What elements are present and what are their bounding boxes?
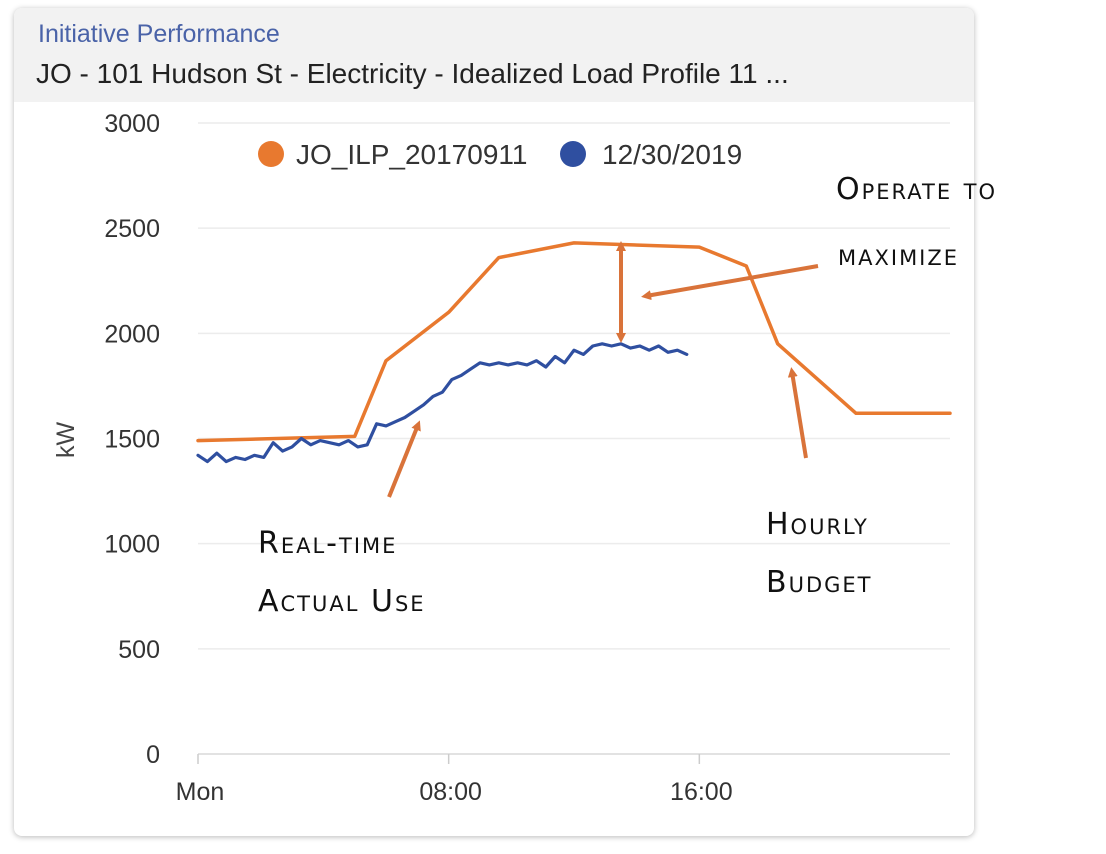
annotation-actual-line1: Real-time: [258, 526, 397, 561]
series-actual-use-line[interactable]: [196, 342, 689, 464]
y-axis-ticks: 0 500 1000 1500 2000 2500 3000: [104, 110, 160, 769]
annotation-arrows: [387, 241, 819, 498]
budget-arrow: [787, 367, 808, 459]
x-axis-ticks: Mon 08:00 16:00: [176, 754, 733, 806]
actual-use-arrow: [387, 420, 421, 498]
annotation-maximize-line1: Operate to: [836, 172, 997, 207]
annotation-maximize-line2: maximize: [838, 238, 959, 273]
legend-label-budget[interactable]: JO_ILP_20170911: [296, 139, 527, 170]
x-tick-label-16:00: 16:00: [670, 778, 733, 806]
y-tick-label-2500: 2500: [104, 215, 160, 243]
series-budget-line[interactable]: [196, 241, 952, 443]
x-tick-label-08:00: 08:00: [419, 778, 482, 806]
y-tick-label-1000: 1000: [104, 531, 160, 559]
y-tick-label-500: 500: [118, 636, 160, 664]
card-title: JO - 101 Hudson St - Electricity - Ideal…: [36, 58, 789, 89]
x-tick-label-Mon: Mon: [176, 778, 225, 806]
grid: [198, 122, 950, 755]
card-header: Initiative Performance JO - 101 Hudson S…: [14, 8, 974, 102]
card-category[interactable]: Initiative Performance: [38, 20, 280, 48]
annotations: Operate to maximize Real-time Actual Use…: [258, 172, 997, 619]
maximize-arrow: [641, 264, 819, 301]
legend-marker-budget[interactable]: [258, 141, 284, 167]
annotation-actual-line2: Actual Use: [258, 584, 426, 619]
y-axis-label: kW: [52, 422, 80, 459]
annotation-budget-line1: Hourly: [766, 507, 869, 542]
legend: JO_ILP_20170911 12/30/2019: [258, 139, 742, 170]
y-tick-label-3000: 3000: [104, 110, 160, 138]
annotation-budget-line2: Budget: [766, 565, 873, 600]
legend-label-actual[interactable]: 12/30/2019: [602, 139, 742, 170]
chart-card: Initiative Performance JO - 101 Hudson S…: [14, 8, 974, 836]
y-tick-label-2000: 2000: [104, 320, 160, 348]
series: [196, 241, 952, 464]
y-tick-label-1500: 1500: [104, 426, 160, 454]
legend-marker-actual[interactable]: [560, 141, 586, 167]
y-tick-label-0: 0: [146, 741, 160, 769]
